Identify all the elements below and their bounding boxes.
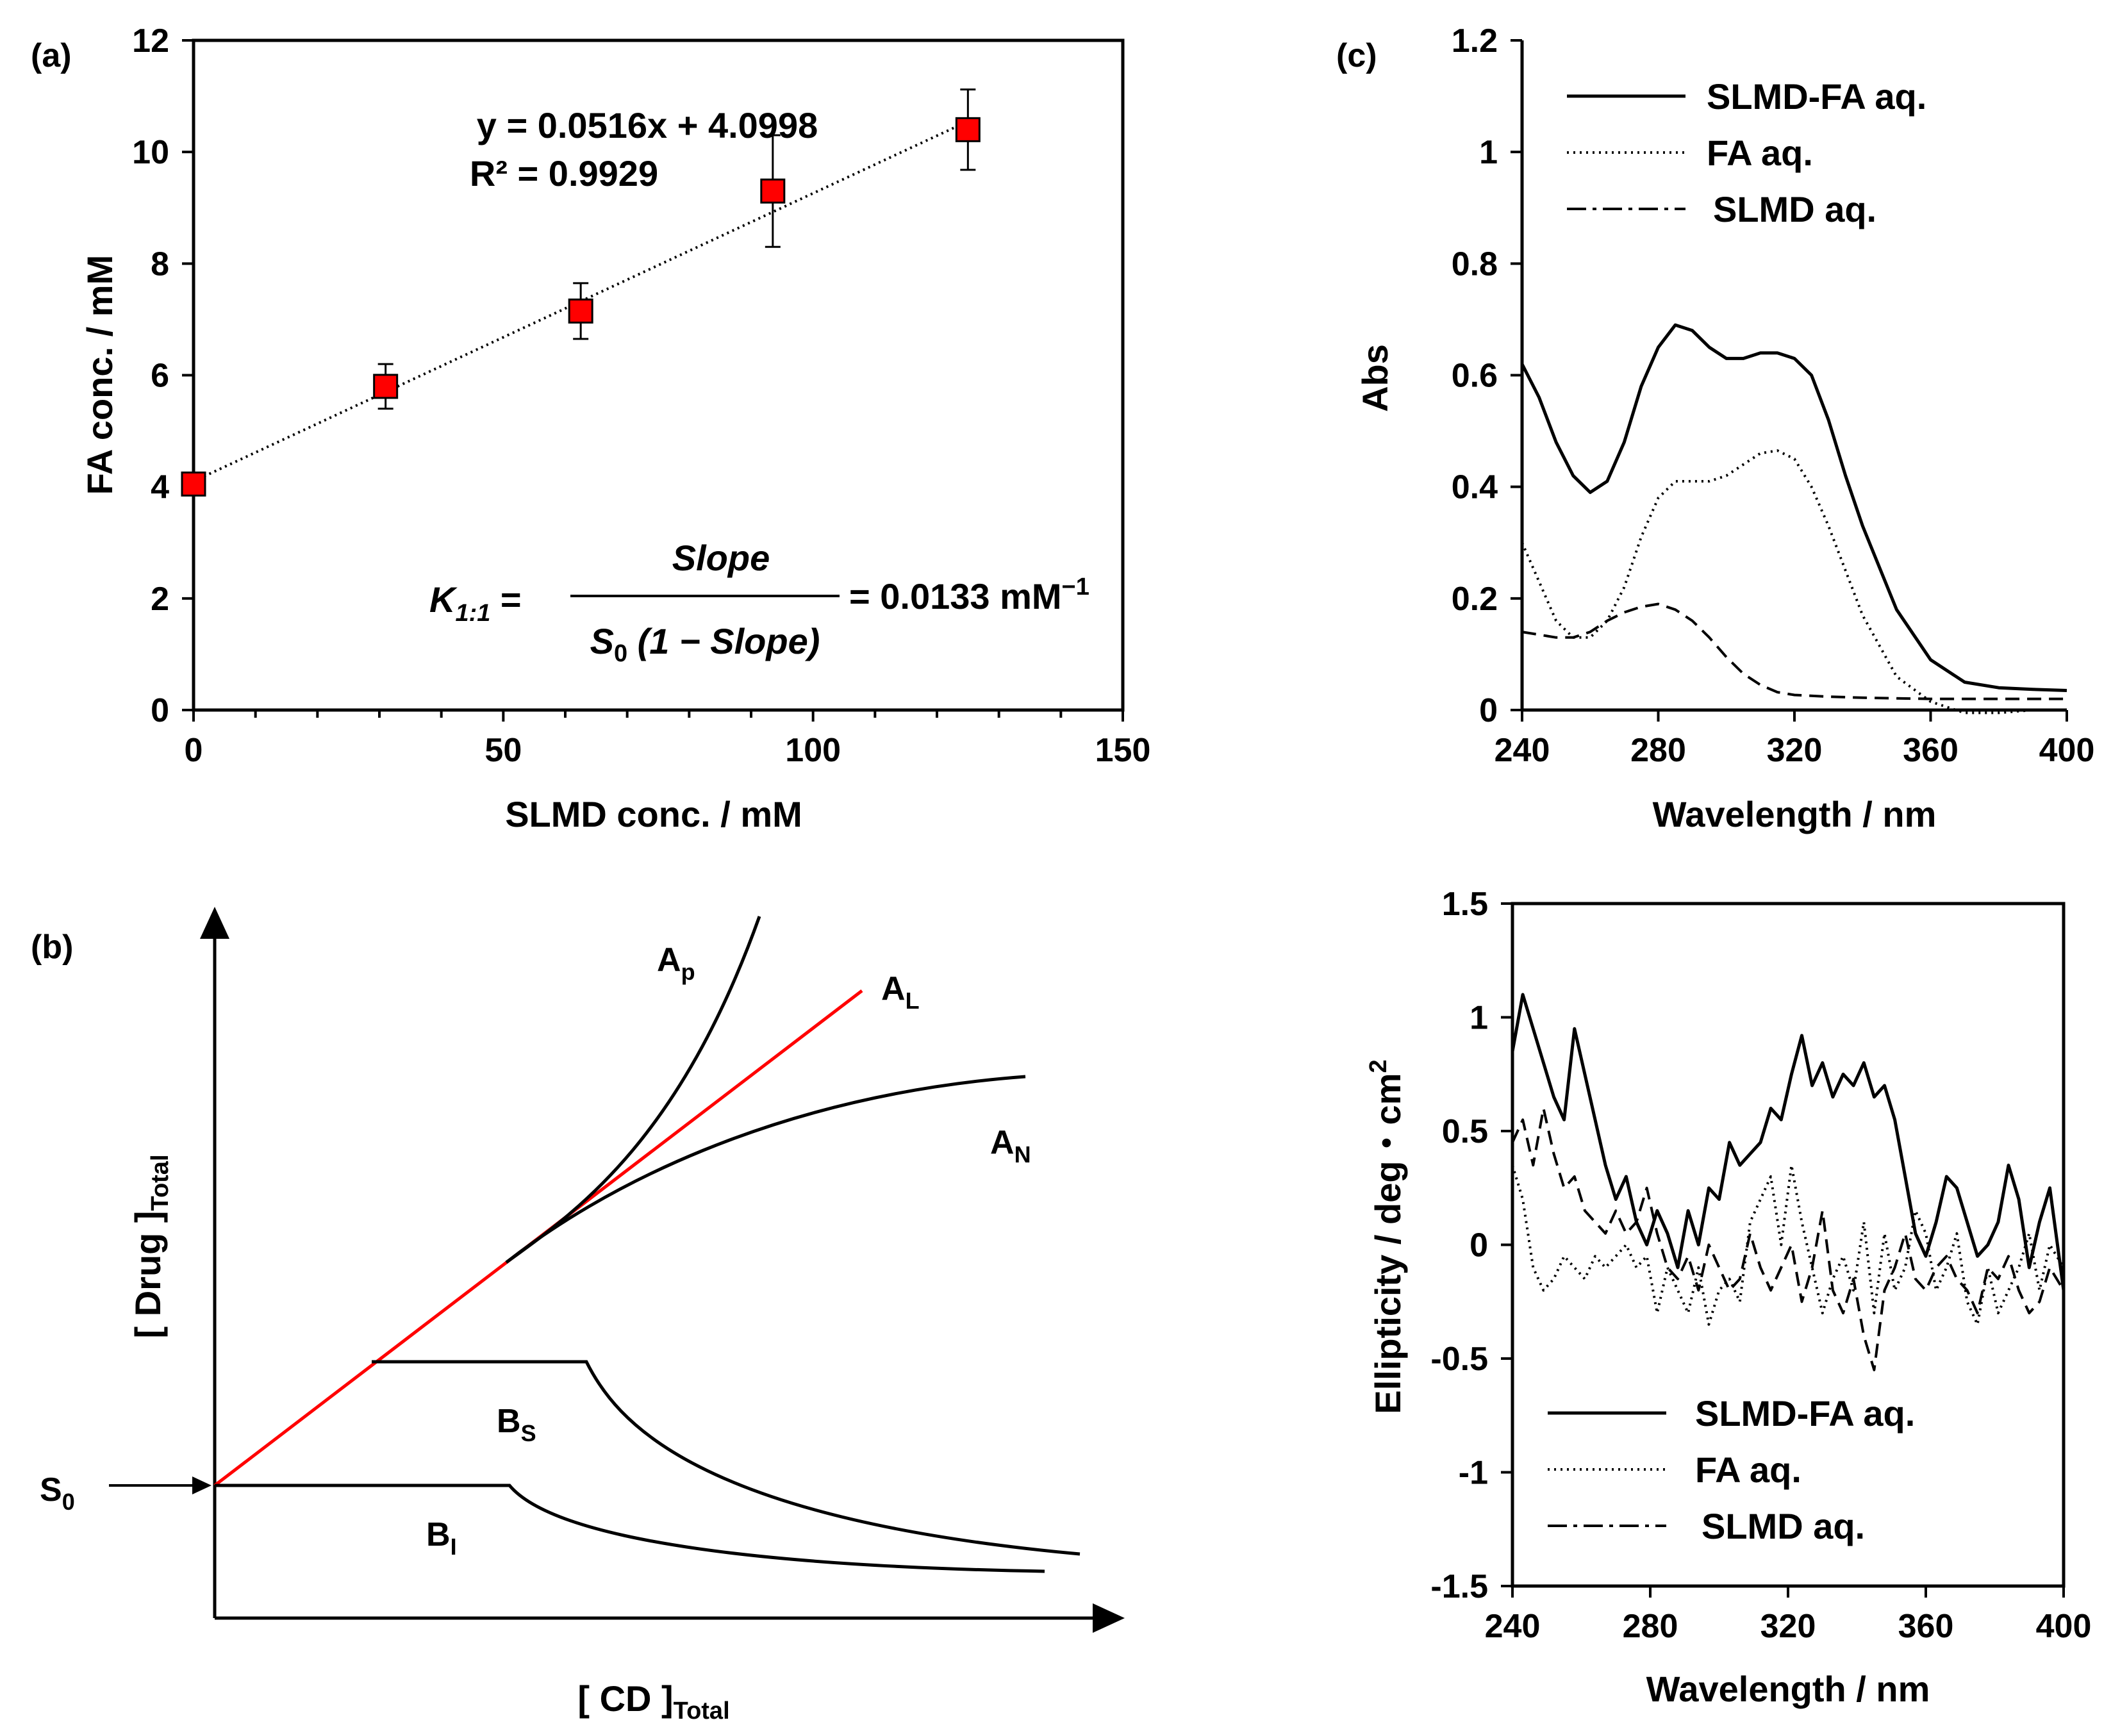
panel-b-ap-label: Ap bbox=[657, 941, 695, 985]
data-point bbox=[568, 298, 593, 324]
panel-a-xlabel: SLMD conc. / mM bbox=[505, 794, 802, 834]
x-tick-label: 240 bbox=[1495, 732, 1550, 769]
x-tick-label: 0 bbox=[185, 732, 203, 769]
y-tick-label: 6 bbox=[151, 358, 169, 395]
data-point bbox=[760, 178, 786, 204]
x-tick-label: 240 bbox=[1485, 1608, 1541, 1645]
data-point bbox=[181, 471, 206, 497]
y-tick-label: 0.4 bbox=[1452, 469, 1498, 506]
y-tick-label: 0.2 bbox=[1452, 581, 1498, 618]
x-tick-label: 280 bbox=[1623, 1608, 1678, 1645]
y-tick-label: 1.5 bbox=[1442, 886, 1488, 923]
series-line bbox=[1520, 323, 2067, 692]
y-tick-label: 2 bbox=[151, 581, 169, 618]
y-tick-label: 4 bbox=[151, 469, 169, 506]
x-tick-label: 360 bbox=[1903, 732, 1959, 769]
y-tick-label: 0.6 bbox=[1452, 358, 1498, 395]
series-line bbox=[1511, 1164, 2065, 1326]
legend-label: SLMD-FA aq. bbox=[1707, 76, 1926, 117]
panel-a-equation: y = 0.0516x + 4.0998 bbox=[477, 105, 818, 145]
y-tick-label: 10 bbox=[132, 134, 169, 171]
panel-b-ylabel: [ Drug ]Total bbox=[128, 1154, 174, 1338]
panel-b: (b) S0 Ap AL AN BS BI [ Drug ]Total [ CD… bbox=[31, 907, 1125, 1724]
x-tick-label: 400 bbox=[2036, 1608, 2092, 1645]
y-tick-label: 1 bbox=[1470, 1000, 1488, 1037]
panel-b-y-arrowhead bbox=[200, 907, 229, 939]
panel-a-k-numerator: Slope bbox=[672, 538, 770, 578]
panel-b-s0-arrowhead bbox=[192, 1476, 211, 1494]
panel-d-legend: SLMD-FA aq. FA aq. SLMD aq. bbox=[1548, 1393, 1915, 1546]
panel-b-an-label: AN bbox=[990, 1124, 1031, 1168]
y-tick-label: 1.2 bbox=[1452, 22, 1498, 60]
panel-b-bs-label: BS bbox=[497, 1403, 536, 1446]
panel-d-plot-area bbox=[1511, 902, 2066, 1588]
series-line bbox=[1511, 1107, 2065, 1371]
panel-a-label: (a) bbox=[31, 37, 72, 74]
x-tick-label: 100 bbox=[785, 732, 841, 769]
panel-b-al-label: AL bbox=[881, 970, 920, 1014]
y-tick-label: 0.5 bbox=[1442, 1113, 1488, 1150]
x-tick-label: 50 bbox=[484, 732, 522, 769]
x-tick-label: 280 bbox=[1630, 732, 1686, 769]
panel-c-xlabel: Wavelength / nm bbox=[1653, 794, 1937, 834]
panel-a-ticks: 0 50 100 150 0 2 4 6 8 10 12 bbox=[132, 22, 1150, 769]
panel-b-bi-curve bbox=[215, 1484, 1045, 1573]
panel-d-xlabel: Wavelength / nm bbox=[1646, 1669, 1930, 1709]
legend-label: SLMD aq. bbox=[1713, 189, 1876, 229]
panel-c: (c) 240 280 320 360 400 0 0.2 0.4 0.6 0.8 1 1.2 SLM… bbox=[1336, 22, 2094, 834]
y-tick-label: 0 bbox=[151, 692, 169, 729]
panel-c-series bbox=[1520, 323, 2067, 715]
panel-b-bi-label: BI bbox=[426, 1516, 457, 1560]
y-tick-label: 0.8 bbox=[1452, 245, 1498, 283]
panel-a-ylabel: FA conc. / mM bbox=[79, 255, 120, 495]
x-tick-label: 400 bbox=[2039, 732, 2095, 769]
panel-c-label: (c) bbox=[1336, 37, 1377, 74]
panel-d-series bbox=[1511, 993, 2066, 1371]
y-tick-label: 8 bbox=[151, 245, 169, 283]
x-tick-label: 150 bbox=[1095, 732, 1151, 769]
panel-a-k-result: = 0.0133 mM−1 bbox=[849, 574, 1089, 616]
panel-b-xlabel: [ CD ]Total bbox=[577, 1678, 729, 1724]
y-tick-label: 0 bbox=[1479, 692, 1498, 729]
panel-b-an-curve bbox=[505, 1075, 1026, 1264]
x-tick-label: 320 bbox=[1760, 1608, 1816, 1645]
legend-label: FA aq. bbox=[1695, 1450, 1801, 1490]
y-tick-label: 0 bbox=[1470, 1227, 1488, 1264]
legend-label: FA aq. bbox=[1707, 133, 1813, 173]
panel-a-r2: R² = 0.9929 bbox=[470, 153, 658, 194]
series-line bbox=[1521, 449, 2067, 715]
panel-d: 240 280 320 360 400 -1.5 -1 -0.5 0 0.5 1 1.5 SLMD-F… bbox=[1365, 886, 2091, 1709]
panel-b-label: (b) bbox=[31, 929, 73, 966]
panel-d-ylabel: Ellipticity / deg・cm2 bbox=[1365, 1059, 1408, 1414]
panel-c-legend: SLMD-FA aq. FA aq. SLMD aq. bbox=[1567, 76, 1926, 229]
y-tick-label: -0.5 bbox=[1430, 1341, 1488, 1378]
panel-c-ticks: 240 280 320 360 400 0 0.2 0.4 0.6 0.8 1 1.2 bbox=[1452, 22, 2095, 769]
panel-c-ylabel: Abs bbox=[1355, 344, 1395, 412]
legend-label: SLMD aq. bbox=[1702, 1506, 1865, 1546]
data-point bbox=[955, 117, 981, 142]
panel-b-bs-curve bbox=[372, 1360, 1081, 1556]
panel-b-ap-curve bbox=[505, 916, 761, 1264]
y-tick-label: -1.5 bbox=[1430, 1568, 1488, 1605]
panel-a-points bbox=[181, 88, 981, 497]
panel-a: (a) 0 50 100 150 0 2 4 6 8 10 12 y = 0.0516x + 4.0… bbox=[31, 22, 1150, 834]
panel-b-x-arrowhead bbox=[1093, 1603, 1125, 1633]
y-tick-label: 12 bbox=[132, 22, 169, 60]
series-line bbox=[1511, 993, 2066, 1291]
y-tick-label: -1 bbox=[1459, 1455, 1488, 1492]
panel-a-k-lhs: K1:1 = bbox=[429, 579, 522, 627]
legend-label: SLMD-FA aq. bbox=[1695, 1393, 1915, 1434]
panel-d-ticks: 240 280 320 360 400 -1.5 -1 -0.5 0 0.5 1 1.5 bbox=[1430, 886, 2091, 1645]
y-tick-label: 1 bbox=[1479, 134, 1498, 171]
x-tick-label: 360 bbox=[1898, 1608, 1954, 1645]
panel-b-s0-label: S0 bbox=[40, 1471, 75, 1515]
x-tick-label: 320 bbox=[1767, 732, 1823, 769]
panel-a-k-denominator: S0 (1 − Slope) bbox=[590, 621, 820, 667]
data-point bbox=[373, 374, 399, 399]
